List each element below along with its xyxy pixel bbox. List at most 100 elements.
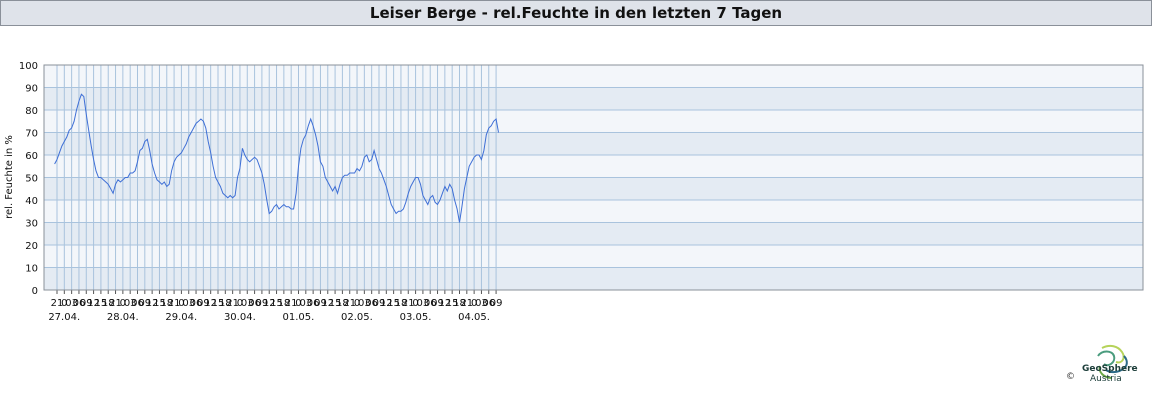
x-tick-label: 0: [178, 298, 184, 309]
y-axis-label: rel. Feuchte in %: [4, 135, 15, 219]
x-tick-label: 12: [438, 298, 451, 309]
x-tick-label: 21: [402, 298, 415, 309]
y-tick-label: 50: [25, 174, 38, 185]
x-tick-label: 15: [95, 298, 108, 309]
y-tick-label: 100: [19, 61, 38, 72]
y-axis-tick-labels: 0 10 20 30 40 50 60 70 80 90 100: [19, 61, 38, 297]
x-tick-label: 15: [270, 298, 283, 309]
plot-band: [44, 155, 1143, 178]
x-tick-label: 03: [241, 298, 254, 309]
x-tick-label: 21: [285, 298, 298, 309]
y-tick-label: 30: [25, 219, 38, 230]
x-tick-label: 03: [65, 298, 78, 309]
x-tick-label: 12: [146, 298, 159, 309]
y-tick-label: 10: [25, 264, 38, 275]
x-tick-label: 0: [412, 298, 418, 309]
x-tick-label: 15: [387, 298, 400, 309]
x-date-label: 30.04.: [224, 312, 256, 323]
plot-band: [44, 222, 1143, 245]
x-tick-label: 12: [87, 298, 100, 309]
x-tick-label: 09: [80, 298, 93, 309]
x-tick-label: 15: [153, 298, 166, 309]
y-tick-label: 60: [25, 151, 38, 162]
x-tick-label: 21: [109, 298, 122, 309]
x-date-label: 29.04.: [165, 312, 197, 323]
x-tick-label: 12: [321, 298, 334, 309]
chart-title: Leiser Berge - rel.Feuchte in den letzte…: [0, 0, 1152, 26]
logo-swirl-2: [1097, 350, 1116, 367]
plot-band: [44, 65, 1143, 88]
x-tick-label: 0: [61, 298, 67, 309]
x-date-label: 02.05.: [341, 312, 373, 323]
x-tick-label: 15: [329, 298, 342, 309]
plot-band: [44, 177, 1143, 200]
x-tick-label: 12: [204, 298, 217, 309]
plot-band: [44, 267, 1143, 290]
x-tick-label: 06: [248, 298, 261, 309]
plot-band: [44, 110, 1143, 133]
y-tick-label: 0: [32, 286, 38, 297]
x-tick-label: 03: [417, 298, 430, 309]
logo-swirl-4: [1098, 365, 1113, 379]
x-date-label: 03.05.: [400, 312, 432, 323]
x-tick-label: 06: [365, 298, 378, 309]
x-tick-label: 21: [168, 298, 181, 309]
plot-band: [44, 200, 1143, 223]
y-tick-label: 90: [25, 84, 38, 95]
x-tick-label: 15: [212, 298, 225, 309]
x-axis-date-labels: 27.04. 28.04. 29.04. 30.04. 01.05. 02.05. 03.0…: [48, 312, 490, 323]
x-tick-label: 0: [471, 298, 477, 309]
x-tick-label: 0: [295, 298, 301, 309]
x-tick-label: 06: [131, 298, 144, 309]
logo-brand-name: GeoSphere: [1082, 364, 1138, 374]
x-tick-label: 03: [475, 298, 488, 309]
x-tick-label: 18: [219, 298, 232, 309]
x-tick-label: 21: [343, 298, 356, 309]
plot-background-bands: [44, 65, 1143, 290]
logo-swirl-3: [1105, 355, 1128, 374]
x-tick-label: 03: [299, 298, 312, 309]
x-date-label: 04.05.: [458, 312, 490, 323]
logo-swirl-1: [1101, 344, 1125, 364]
x-tick-label: 21: [460, 298, 473, 309]
x-tick-label: 03: [182, 298, 195, 309]
x-tick-label: 09: [431, 298, 444, 309]
x-tick-label: 09: [314, 298, 327, 309]
humidity-series-line: [54, 93, 499, 223]
copyright-mark: ©: [1066, 372, 1075, 382]
x-tick-label: 0: [120, 298, 126, 309]
x-tick-label: 0: [354, 298, 360, 309]
x-tick-label: 09: [197, 298, 210, 309]
x-axis-hour-labels: 2100306091215182100306091215182100306091…: [51, 298, 503, 309]
y-tick-label: 70: [25, 129, 38, 140]
x-tick-label: 09: [490, 298, 503, 309]
x-tick-label: 18: [102, 298, 115, 309]
x-tick-label: 09: [138, 298, 151, 309]
x-date-label: 01.05.: [282, 312, 314, 323]
x-tick-label: 12: [380, 298, 393, 309]
x-date-label: 27.04.: [48, 312, 80, 323]
y-tick-label: 80: [25, 106, 38, 117]
x-tick-label: 21: [226, 298, 239, 309]
x-tick-label: 18: [336, 298, 349, 309]
logo-brand-subtitle: Austria: [1090, 374, 1122, 384]
x-tick-label: 03: [124, 298, 137, 309]
x-tick-label: 06: [73, 298, 86, 309]
x-tick-label: 21: [51, 298, 64, 309]
x-tick-label: 06: [307, 298, 320, 309]
x-tick-label: 0: [237, 298, 243, 309]
x-tick-label: 18: [160, 298, 173, 309]
geosphere-logo: [1097, 344, 1128, 379]
x-tick-label: 12: [263, 298, 276, 309]
x-date-label: 28.04.: [107, 312, 139, 323]
x-tick-label: 15: [446, 298, 459, 309]
x-tick-label: 03: [358, 298, 371, 309]
x-tick-label: 06: [482, 298, 495, 309]
x-tick-label: 06: [424, 298, 437, 309]
x-tick-label: 06: [190, 298, 203, 309]
plot-band: [44, 87, 1143, 110]
x-tick-label: 18: [453, 298, 466, 309]
x-tick-label: 18: [395, 298, 408, 309]
x-tick-label: 09: [256, 298, 269, 309]
